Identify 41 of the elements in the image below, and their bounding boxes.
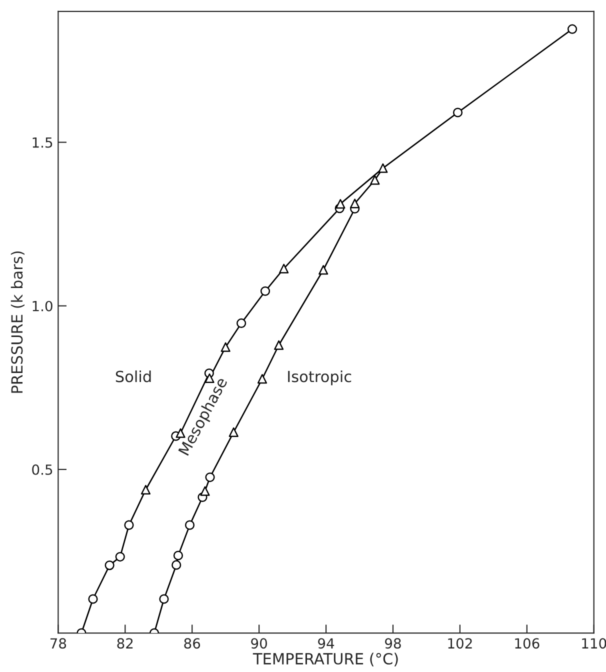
annotation: Solid: [116, 370, 151, 382]
point: [184, 520, 195, 530]
point: [205, 472, 215, 482]
point: [172, 560, 182, 570]
x-axis-title: TEMPERATURE (°C): [252, 652, 398, 666]
x-tick-label: 102: [448, 638, 472, 649]
point: [336, 199, 346, 209]
x-tick-label: 94: [318, 638, 334, 649]
x-tick-label: 82: [117, 638, 133, 649]
point: [220, 342, 230, 352]
point: [104, 560, 114, 570]
point: [452, 108, 463, 118]
point: [370, 175, 380, 185]
point: [236, 318, 246, 328]
point: [378, 163, 388, 173]
y-tick-label: 0.5: [32, 464, 52, 475]
point: [124, 520, 134, 530]
x-tick-label: 78: [50, 638, 66, 649]
point: [279, 264, 289, 274]
y-tick-label: 1.5: [32, 137, 52, 148]
y-axis-title: PRESSURE (k bars): [10, 251, 25, 393]
point: [350, 198, 360, 208]
point: [88, 594, 98, 604]
x-tick-label: 98: [385, 638, 401, 649]
annotation: Isotropic: [288, 370, 352, 386]
point: [140, 484, 151, 495]
point: [173, 550, 183, 560]
x-tick-label: 90: [251, 638, 267, 649]
x-tick-label: 86: [184, 638, 200, 649]
y-tick-label: 1.0: [32, 300, 52, 312]
point: [228, 427, 238, 437]
point: [274, 340, 284, 350]
point: [159, 594, 169, 604]
point: [567, 24, 578, 34]
point: [318, 265, 328, 275]
x-tick-label: 106: [515, 638, 540, 649]
point: [200, 486, 210, 496]
point: [257, 374, 268, 384]
point: [115, 552, 125, 562]
point: [260, 286, 270, 296]
x-tick-label: 110: [582, 638, 606, 649]
